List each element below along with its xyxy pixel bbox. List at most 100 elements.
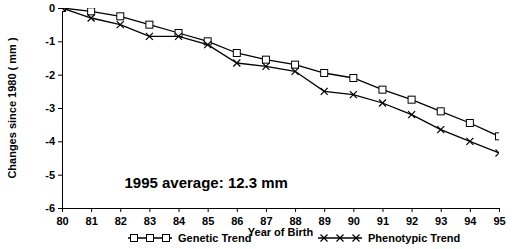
y-tick-label: -5 bbox=[45, 169, 55, 181]
x-tick-label: 94 bbox=[464, 215, 477, 227]
series-marker bbox=[262, 56, 269, 63]
y-tick-mark bbox=[58, 141, 62, 142]
y-tick-mark bbox=[58, 208, 62, 209]
y-tick: -2 bbox=[45, 69, 62, 81]
y-tick-label: 0 bbox=[49, 2, 55, 14]
plot-area: 808182838485868788899091929394950-1-2-3-… bbox=[45, 2, 505, 227]
x-tick-label: 83 bbox=[144, 215, 156, 227]
x-tick: 94 bbox=[464, 208, 477, 227]
legend: Genetic Trend Phenotypic Trend bbox=[128, 232, 460, 244]
series-marker bbox=[496, 150, 500, 157]
x-tick-label: 95 bbox=[493, 215, 505, 227]
series-marker bbox=[262, 63, 269, 70]
x-axis-title: Year of Birth bbox=[248, 226, 314, 238]
x-tick-mark bbox=[295, 208, 296, 212]
series-marker bbox=[437, 126, 444, 133]
series-marker bbox=[321, 70, 328, 77]
legend-marker bbox=[147, 235, 154, 242]
y-tick-label: -1 bbox=[45, 35, 55, 47]
series-marker bbox=[350, 91, 357, 98]
x-tick-label: 84 bbox=[173, 215, 186, 227]
series-marker bbox=[88, 8, 95, 15]
series-marker bbox=[321, 88, 328, 95]
x-tick-label: 91 bbox=[377, 215, 389, 227]
x-tick-mark bbox=[149, 208, 150, 212]
series-marker bbox=[233, 60, 240, 67]
series-marker bbox=[379, 86, 386, 93]
x-tick: 88 bbox=[289, 208, 301, 227]
marks bbox=[62, 8, 499, 157]
legend-item: Phenotypic Trend bbox=[318, 232, 460, 244]
x-tick: 85 bbox=[202, 208, 214, 227]
legend-item: Genetic Trend bbox=[128, 232, 251, 244]
y-tick-label: -2 bbox=[45, 69, 55, 81]
y-tick-label: -6 bbox=[45, 202, 55, 214]
series-marker bbox=[175, 33, 182, 40]
x-tick-mark bbox=[324, 208, 325, 212]
x-axis: 80818283848586878889909192939495 bbox=[56, 208, 505, 227]
x-tick: 89 bbox=[319, 208, 331, 227]
x-tick-mark bbox=[470, 208, 471, 212]
x-tick-mark bbox=[120, 208, 121, 212]
x-tick-label: 82 bbox=[115, 215, 127, 227]
series-marker bbox=[146, 21, 153, 28]
y-tick: 0 bbox=[49, 2, 62, 14]
annotation: 1995 average: 12.3 mm bbox=[124, 174, 287, 191]
x-tick-mark bbox=[237, 208, 238, 212]
y-tick-mark bbox=[58, 75, 62, 76]
x-tick-label: 93 bbox=[435, 215, 447, 227]
x-tick-mark bbox=[412, 208, 413, 212]
x-tick: 92 bbox=[406, 208, 418, 227]
x-tick-label: 89 bbox=[319, 215, 331, 227]
y-axis-line bbox=[58, 9, 63, 209]
x-tick-label: 85 bbox=[202, 215, 214, 227]
series-marker bbox=[117, 13, 124, 20]
series-marker bbox=[292, 61, 299, 68]
series-marker bbox=[204, 41, 211, 48]
legend-marker bbox=[337, 235, 344, 242]
y-tick: -3 bbox=[45, 102, 62, 114]
series-marker bbox=[408, 96, 415, 103]
y-tick: -5 bbox=[45, 169, 62, 181]
legend-marker bbox=[163, 235, 170, 242]
y-tick: -6 bbox=[45, 202, 62, 214]
x-tick-mark bbox=[208, 208, 209, 212]
x-tick-label: 86 bbox=[231, 215, 243, 227]
chart: 808182838485868788899091929394950-1-2-3-… bbox=[0, 0, 516, 249]
y-tick-label: -4 bbox=[45, 135, 56, 147]
x-tick: 86 bbox=[231, 208, 243, 227]
x-tick-mark bbox=[441, 208, 442, 212]
x-tick-mark bbox=[91, 208, 92, 212]
y-axis-title: Changes since 1980 ( mm ) bbox=[6, 37, 18, 179]
series-marker bbox=[62, 8, 66, 12]
y-axis: 0 -1 -2 -3 -4 -5 -6 bbox=[45, 2, 62, 214]
x-tick: 93 bbox=[435, 208, 447, 227]
y-tick-mark bbox=[58, 108, 62, 109]
series-marker bbox=[350, 75, 357, 82]
series-marker bbox=[233, 50, 240, 57]
x-tick: 80 bbox=[56, 208, 68, 227]
series-marker bbox=[466, 120, 473, 127]
x-tick: 91 bbox=[377, 208, 389, 227]
series-marker bbox=[496, 133, 500, 140]
legend-marker bbox=[131, 235, 138, 242]
x-tick-label: 90 bbox=[348, 215, 360, 227]
series-marker bbox=[379, 100, 386, 107]
y-tick-mark bbox=[58, 41, 62, 42]
series-marker bbox=[146, 33, 153, 40]
x-tick: 90 bbox=[348, 208, 360, 227]
x-axis-line bbox=[63, 209, 500, 213]
x-tick-mark bbox=[353, 208, 354, 212]
y-tick-mark bbox=[58, 8, 62, 9]
series-marker bbox=[466, 138, 473, 145]
x-tick-mark bbox=[382, 208, 383, 212]
legend-label: Phenotypic Trend bbox=[368, 232, 460, 244]
x-tick: 84 bbox=[173, 208, 186, 227]
x-tick-label: 81 bbox=[86, 215, 98, 227]
y-tick-label: -3 bbox=[45, 102, 55, 114]
y-tick: -1 bbox=[45, 35, 62, 47]
x-tick: 82 bbox=[115, 208, 127, 227]
y-tick: -4 bbox=[45, 135, 62, 147]
legend-marker bbox=[353, 235, 360, 242]
x-tick-mark bbox=[499, 208, 500, 212]
